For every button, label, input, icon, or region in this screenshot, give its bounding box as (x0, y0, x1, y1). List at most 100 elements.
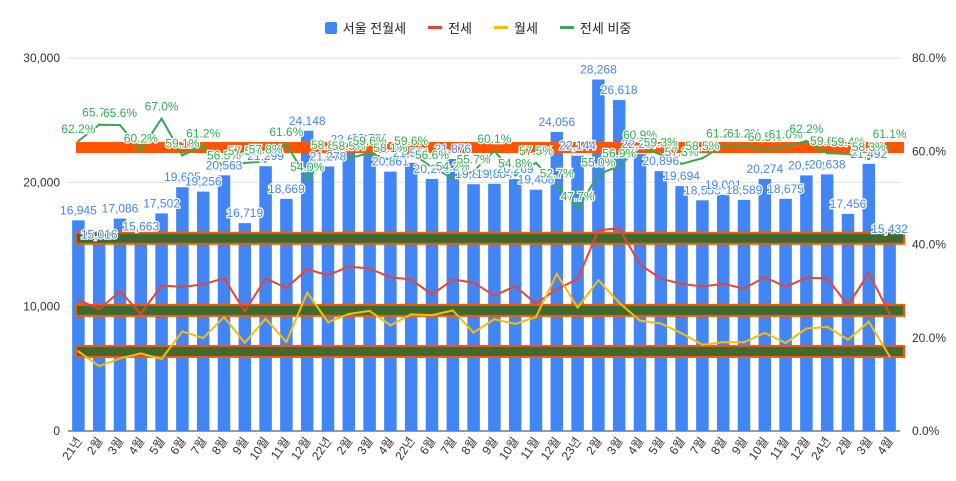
share-data-label: 60.1% (477, 132, 511, 146)
share-data-label: 56.5% (207, 149, 241, 163)
line-point (222, 276, 226, 280)
line-point (347, 265, 350, 268)
line-point (98, 364, 101, 368)
bar (321, 166, 335, 431)
x-tick-label: 6월 (417, 435, 439, 458)
line-point (202, 144, 205, 147)
bar-data-label: 19,256 (185, 175, 222, 189)
line-point (514, 174, 517, 177)
bar (134, 236, 148, 431)
line-point (472, 170, 475, 173)
x-tick-label: 7월 (687, 435, 709, 458)
y2-tick-label: 80.0% (912, 51, 946, 65)
x-tick-label: 12월 (538, 435, 563, 463)
bar-data-label: 18,669 (268, 182, 305, 196)
x-tick-label: 4월 (874, 435, 896, 458)
x-tick-label: 12월 (787, 435, 812, 463)
share-data-label: 59.1% (165, 136, 199, 150)
line-point (430, 165, 434, 169)
bar (862, 163, 876, 431)
line-point (867, 320, 870, 323)
x-tick-label: 7월 (188, 435, 210, 458)
highlight-band (76, 142, 904, 154)
line-point (826, 325, 829, 329)
bar (633, 154, 647, 431)
share-data-label: 56.9% (602, 147, 636, 161)
highlight-bands (75, 142, 905, 358)
x-tick-label: 2월 (583, 435, 605, 458)
bar-data-label: 15,016 (81, 227, 118, 241)
share-data-label: 65.6% (103, 106, 137, 120)
share-data-label: 58.3% (852, 140, 886, 154)
line-point (618, 301, 621, 304)
share-data-label: 59.3% (644, 136, 678, 150)
share-data-label: 58.1% (373, 141, 407, 155)
line-point (659, 153, 662, 156)
bar-data-label: 18,589 (726, 183, 763, 197)
share-data-label: 62.2% (61, 122, 95, 136)
line-point (285, 142, 288, 145)
bar (571, 155, 584, 431)
line-point (722, 282, 725, 285)
line-point (347, 312, 350, 316)
x-tick-label: 12월 (288, 435, 313, 463)
line-point (368, 267, 371, 270)
bar-data-label: 22,627 (330, 133, 367, 147)
line-point (701, 157, 704, 160)
bar (446, 159, 460, 431)
share-data-label: 54.8% (498, 156, 532, 170)
x-tick-label: 6월 (666, 435, 688, 458)
bar (841, 213, 855, 431)
share-data-label: 54.2% (436, 159, 470, 173)
bar-data-label: 20,563 (206, 158, 243, 172)
line-point (451, 177, 454, 180)
share-data-label: 47.7% (561, 190, 595, 204)
bar-data-label: 20,269 (497, 162, 534, 176)
line-point (139, 149, 142, 152)
line-point (659, 277, 662, 280)
bar (384, 171, 397, 431)
line-point (202, 336, 205, 340)
x-tick-label: 4월 (625, 435, 647, 458)
line-point (742, 287, 746, 290)
line-point (846, 303, 850, 307)
legend-label: 월세 (513, 21, 538, 36)
x-tick-label: 22년 (392, 435, 417, 463)
share-data-label: 55.0% (581, 156, 615, 170)
line-point (888, 144, 891, 148)
line-point (264, 317, 267, 320)
bar-labels: 16,945 15,016 17,086 15,663 17,502 19,60519,2… (59, 61, 910, 242)
series-line-share (77, 117, 891, 210)
share-data-label: 65.7% (82, 106, 116, 120)
line-point (867, 157, 870, 161)
share-data-label: 59.6% (394, 134, 428, 148)
line-point (326, 321, 330, 324)
bar-data-label: 20,896 (642, 154, 679, 168)
series-line-value (77, 227, 891, 315)
line-point (514, 284, 517, 288)
line-point (534, 302, 538, 305)
bar-data-label: 22,731 (351, 131, 388, 145)
line-point (638, 263, 642, 266)
line-point (160, 284, 163, 287)
line-point (701, 343, 704, 346)
line-point (77, 139, 80, 143)
bar-data-label: 15,663 (122, 219, 159, 233)
line-point (410, 313, 413, 316)
share-data-label: 60.5% (748, 130, 782, 144)
x-tick-label: 11월 (767, 435, 792, 462)
line-point (118, 123, 122, 127)
x-tick-label: 10월 (496, 435, 521, 463)
line-point (285, 340, 288, 344)
share-data-label: 61.0% (769, 128, 803, 142)
line-point (680, 332, 683, 335)
x-tick-label: 6월 (167, 435, 189, 458)
bar-data-label: 21,571 (393, 146, 430, 160)
y2-tick-label: 40.0% (912, 238, 946, 252)
bar-data-label: 19,694 (663, 169, 700, 183)
x-tick-label: 5월 (146, 435, 168, 458)
bar-data-label: 26,618 (601, 83, 638, 97)
line-point (618, 227, 621, 230)
share-data-label: 57.8% (249, 143, 283, 157)
